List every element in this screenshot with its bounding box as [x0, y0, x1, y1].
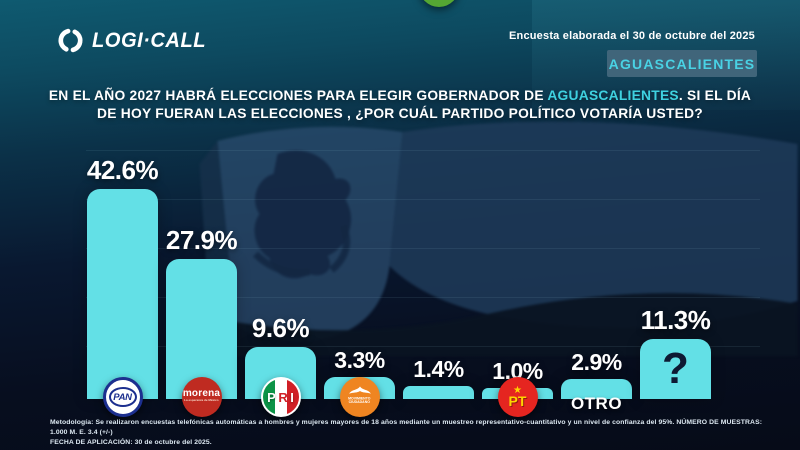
bar-value-label: 9.6%: [251, 313, 310, 343]
logicall-ring-icon: [58, 28, 83, 53]
star-icon: ★: [513, 385, 522, 396]
bar-value-label: 27.9%: [165, 225, 238, 255]
bar-group-otro: 2.9% OTRO: [561, 0, 632, 450]
bar-group-verde: 1.4% V VERDE: [403, 0, 474, 450]
question-title: EN EL AÑO 2027 HABRÁ ELECCIONES PARA ELE…: [28, 87, 772, 122]
methodology-line-2: FECHA DE APLICACIÓN: 30 de octubre del 2…: [50, 439, 212, 446]
pan-logo: PAN: [102, 377, 143, 417]
state-badge: AGUASCALIENTES: [607, 50, 757, 77]
bar-value-label: 42.6%: [86, 155, 159, 185]
bar-value-label: 3.3%: [334, 347, 385, 373]
bar-value-label: 1.4%: [413, 356, 464, 382]
bar-value-label: 11.3%: [640, 305, 711, 335]
bar-group-pt: 1.0% ★ PT: [482, 0, 553, 450]
mexican-flag-backdrop: [177, 121, 798, 356]
methodology-line-1: Metodología: Se realizaron encuestas tel…: [50, 419, 763, 436]
state-highlight: AGUASCALIENTES: [547, 88, 679, 103]
bar-verde: [403, 386, 474, 399]
question-line-2: DE HOY FUERAN LAS ELECCIONES , ¿POR CUÁL…: [97, 105, 703, 121]
bar-undecided: ?: [640, 339, 711, 399]
brand-name: LOGI·CALL: [92, 28, 207, 52]
bar-group-undecided: 11.3% ?: [640, 0, 711, 450]
pt-logo: ★ PT: [497, 377, 538, 417]
gridline: [86, 297, 760, 298]
movimiento-ciudadano-logo: MOVIMIENTO CIUDADANO: [339, 377, 380, 417]
eagle-emblem-silhouette: [253, 150, 352, 279]
mc-eagle-icon: [348, 386, 371, 394]
question-line-1: EN EL AÑO 2027 HABRÁ ELECCIONES PARA ELE…: [48, 88, 752, 103]
bar-value-label: 2.9%: [571, 349, 622, 375]
gridline: [86, 248, 760, 249]
bar-pan: [87, 189, 158, 399]
gridline: [86, 199, 760, 200]
bar-morena: [166, 259, 237, 399]
bar-group-morena: 27.9% morena La esperanza de México: [166, 0, 238, 450]
bar-group-movimiento-ciudadano: 3.3% MOVIMIENTO CIUDADANO: [324, 0, 395, 450]
morena-logo: morena La esperanza de México: [181, 377, 222, 417]
bar-group-pan: 42.6% PAN: [87, 0, 159, 450]
bar-otro: [561, 379, 632, 399]
brand-logo: LOGI·CALL: [57, 27, 211, 54]
gridline: [86, 346, 760, 347]
gridline: [86, 150, 760, 151]
survey-date-note: Encuesta elaborada el 30 de octubre del …: [508, 30, 755, 42]
question-mark-glyph: ?: [662, 344, 689, 393]
verde-logo: V VERDE: [418, 0, 459, 7]
otro-caption: OTRO: [570, 394, 623, 413]
methodology-footer: Metodología: Se realizaron encuestas tel…: [50, 418, 770, 448]
